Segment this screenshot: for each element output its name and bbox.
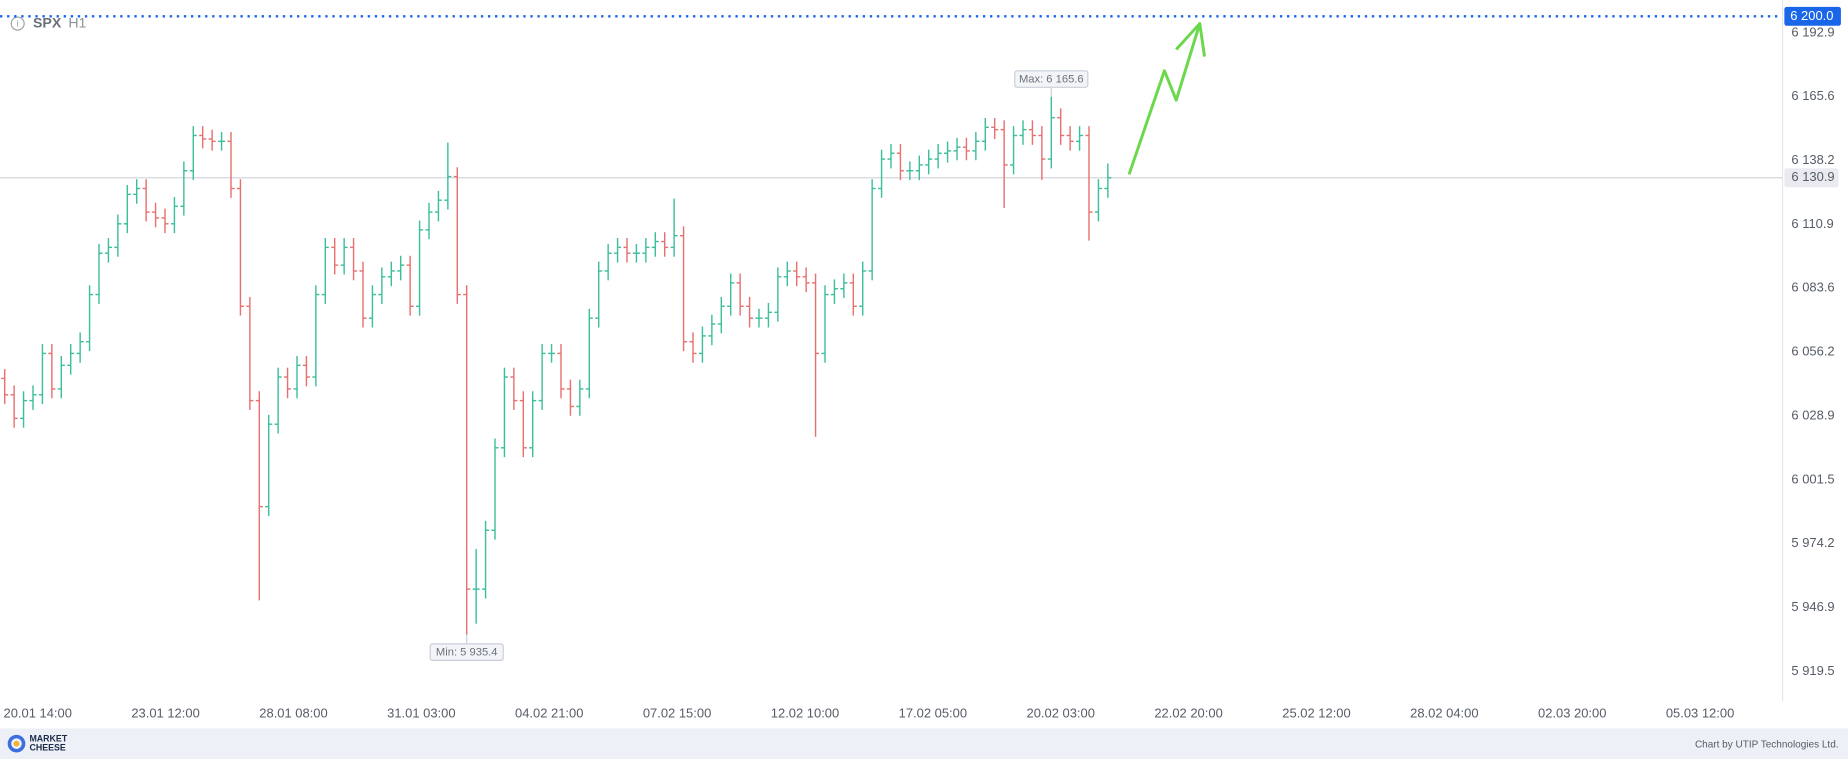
x-tick-label: 23.01 12:00 xyxy=(131,706,199,721)
x-tick-label: 28.01 08:00 xyxy=(259,706,327,721)
logo-text: CHEESE xyxy=(29,743,65,753)
info-icon[interactable] xyxy=(10,16,25,31)
annotation-text: Max: 6 165.6 xyxy=(1019,74,1084,86)
logo-icon xyxy=(7,734,26,753)
x-tick-label: 02.03 20:00 xyxy=(1538,706,1606,721)
y-tick-label: 6 138.2 xyxy=(1791,152,1834,167)
y-tick-label: 6 165.6 xyxy=(1791,88,1834,103)
logo-icon-center xyxy=(13,740,20,747)
y-tick-label: 6 056.2 xyxy=(1791,344,1834,359)
x-tick-label: 12.02 10:00 xyxy=(771,706,839,721)
x-tick-label: 22.02 20:00 xyxy=(1154,706,1222,721)
forecast-arrow xyxy=(1127,23,1202,175)
x-tick-label: 31.01 03:00 xyxy=(387,706,455,721)
target-level-label: 6 200.0 xyxy=(1790,8,1833,23)
x-tick-label: 28.02 04:00 xyxy=(1410,706,1478,721)
x-tick-label: 25.02 12:00 xyxy=(1282,706,1350,721)
current-price-box xyxy=(1784,168,1839,188)
y-tick-label: 5 946.9 xyxy=(1791,599,1834,614)
timeframe: H1 xyxy=(68,14,86,30)
y-tick-label: 6 110.9 xyxy=(1791,216,1833,231)
annotation-text: Min: 5 935.4 xyxy=(436,647,498,659)
y-tick-label: 6 192.9 xyxy=(1791,24,1834,39)
x-tick-label: 07.02 15:00 xyxy=(643,706,711,721)
forecast-arrowhead xyxy=(1175,22,1206,57)
x-tick-label: 05.03 12:00 xyxy=(1666,706,1734,721)
footer-bar xyxy=(0,728,1848,759)
plot-layer: Max: 6 165.6 Min: 5 935.4 xyxy=(0,15,1782,661)
x-tick-label: 17.02 05:00 xyxy=(899,706,967,721)
y-tick-label: 5 974.2 xyxy=(1791,535,1834,550)
target-level-box xyxy=(1784,6,1841,26)
y-tick-label: 6 001.5 xyxy=(1791,471,1834,486)
logo-text: MARKET xyxy=(29,733,67,743)
y-tick-label: 6 083.6 xyxy=(1791,280,1834,295)
annotation-box xyxy=(429,643,504,661)
credit: Chart by UTIP Technologies Ltd. xyxy=(1695,739,1839,750)
info-icon-glyph: i xyxy=(17,18,19,29)
y-tick-label: 5 919.5 xyxy=(1791,663,1834,678)
x-tick-label: 04.02 21:00 xyxy=(515,706,583,721)
x-tick-label: 20.01 14:00 xyxy=(3,706,71,721)
x-tick-label: 20.02 03:00 xyxy=(1026,706,1094,721)
symbol: SPX xyxy=(33,14,62,30)
annotation-box xyxy=(1014,70,1089,88)
y-tick-label: 6 028.9 xyxy=(1791,407,1834,422)
current-price-label: 6 130.9 xyxy=(1791,169,1834,184)
